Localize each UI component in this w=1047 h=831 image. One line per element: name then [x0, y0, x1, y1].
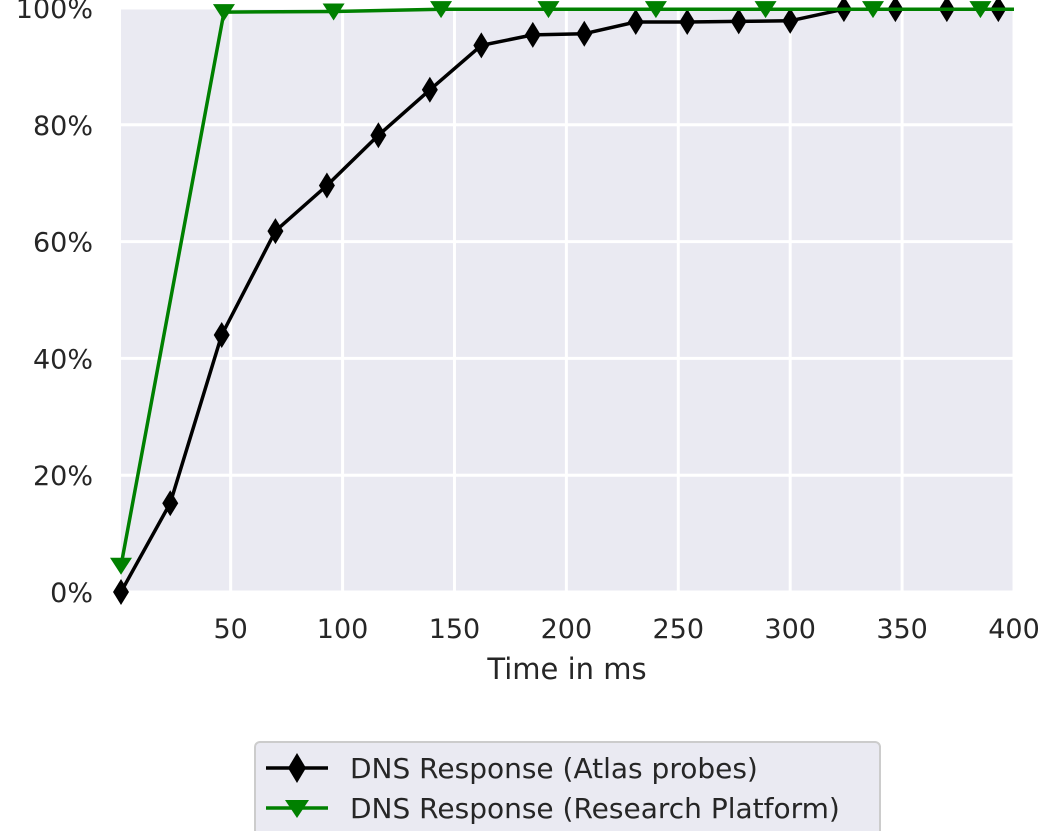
y-tick-label: 40% — [33, 344, 93, 375]
x-axis-ticks: 50 100 150 200 250 300 350 400 — [213, 614, 1039, 645]
x-axis-label: Time in ms — [486, 652, 646, 686]
data-point-diamond — [267, 218, 284, 245]
x-tick-label: 400 — [988, 614, 1040, 645]
y-tick-label: 100% — [16, 0, 93, 25]
y-tick-label: 80% — [33, 111, 93, 142]
y-tick-label: 20% — [33, 461, 93, 492]
x-tick-label: 300 — [764, 614, 816, 645]
data-point-diamond — [318, 172, 335, 199]
data-point-diamond — [990, 0, 1007, 23]
legend-entry-atlas: DNS Response (Atlas probes) — [266, 752, 758, 785]
x-tick-label: 150 — [429, 614, 481, 645]
data-point-diamond — [938, 0, 955, 23]
y-axis-ticks: 0% 20% 40% 60% 80% 100% — [16, 0, 93, 609]
data-point-diamond — [576, 20, 593, 47]
data-point-triangle — [862, 1, 884, 19]
data-point-triangle — [322, 3, 345, 21]
data-point-diamond — [113, 579, 129, 605]
series-layer — [110, 0, 1014, 605]
legend-marker-triangle-icon — [285, 800, 309, 818]
y-tick-label: 0% — [50, 578, 93, 609]
data-point-triangle — [110, 557, 132, 575]
x-tick-label: 100 — [317, 614, 369, 645]
x-tick-label: 250 — [653, 614, 705, 645]
data-point-diamond — [835, 0, 852, 23]
series-line — [119, 7, 1014, 567]
data-point-diamond — [627, 9, 644, 36]
x-tick-label: 350 — [876, 614, 928, 645]
x-tick-label: 200 — [541, 614, 593, 645]
data-point-diamond — [421, 76, 438, 103]
legend-entry-research: DNS Response (Research Platform) — [266, 792, 840, 825]
data-point-diamond — [887, 0, 904, 23]
data-point-triangle — [212, 4, 235, 22]
y-tick-label: 60% — [33, 228, 93, 259]
legend-label-research: DNS Response (Research Platform) — [350, 792, 840, 825]
legend-frame — [254, 741, 881, 831]
data-point-diamond — [370, 122, 387, 149]
data-point-diamond — [782, 7, 799, 34]
grid-lines — [121, 6, 1016, 594]
data-point-triangle — [537, 1, 560, 19]
data-point-diamond — [730, 8, 747, 35]
x-tick-label: 50 — [213, 614, 247, 645]
data-point-diamond — [524, 21, 541, 48]
data-point-triangle — [969, 1, 992, 19]
data-point-triangle — [644, 1, 667, 19]
data-point-diamond — [473, 32, 490, 59]
legend-label-atlas: DNS Response (Atlas probes) — [350, 752, 758, 785]
data-point-triangle — [754, 1, 777, 19]
data-point-diamond — [162, 490, 179, 517]
legend-marker-diamond-icon — [288, 753, 306, 783]
data-point-diamond — [679, 9, 696, 36]
data-point-diamond — [213, 322, 230, 349]
data-point-triangle — [430, 1, 453, 19]
legend: DNS Response (Atlas probes) DNS Response… — [254, 741, 881, 831]
series-1 — [110, 1, 1014, 575]
